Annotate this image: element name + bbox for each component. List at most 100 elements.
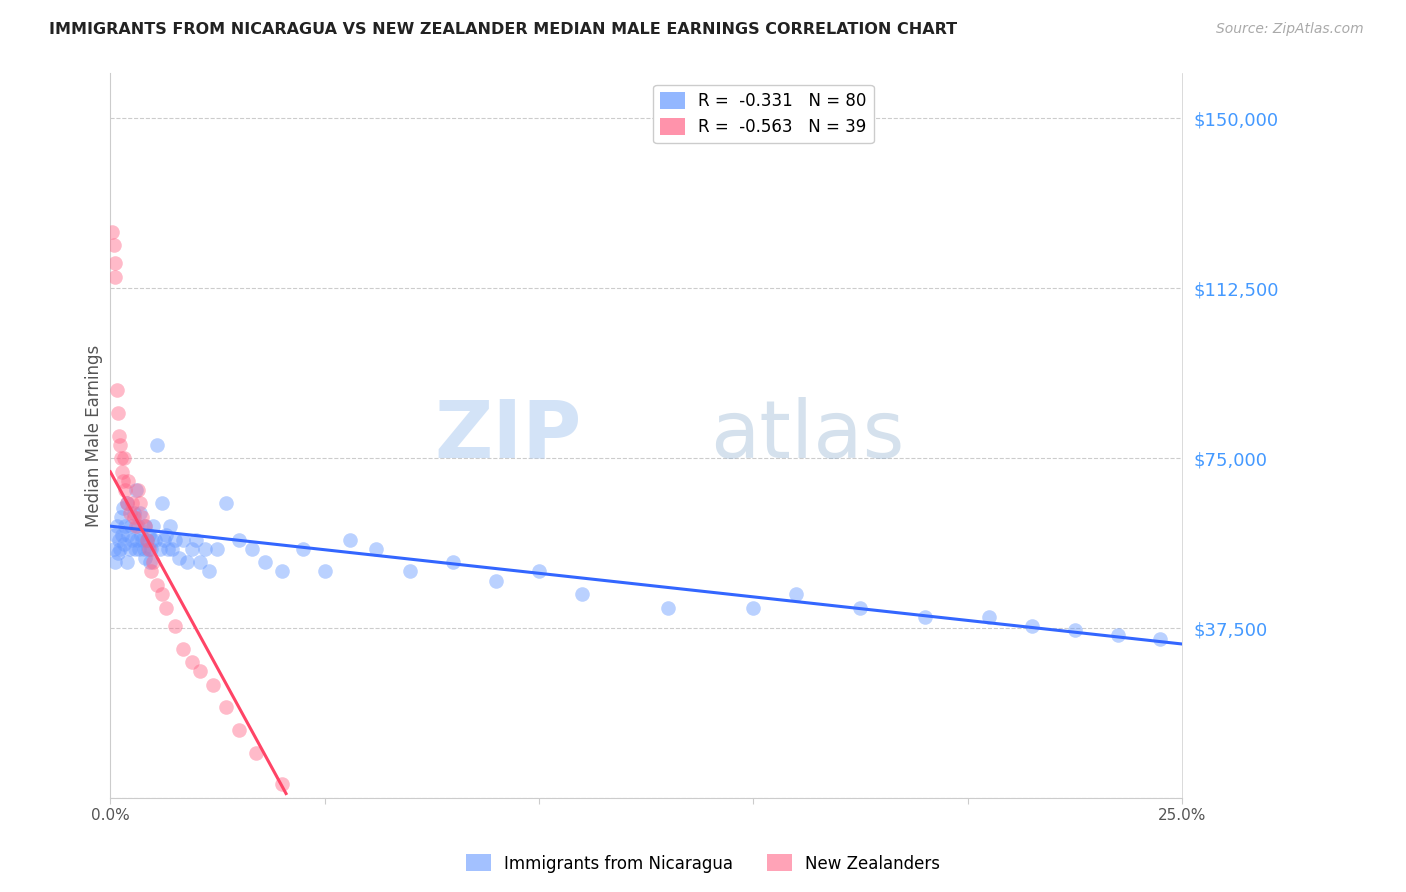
Point: [112, 501, 135, 516]
Point: [114, 483, 136, 497]
Point: [155, 600, 177, 615]
Point: [104, 269, 127, 284]
Text: atlas: atlas: [710, 397, 905, 475]
Point: [153, 533, 176, 547]
Point: [194, 541, 217, 556]
Point: [202, 678, 225, 692]
Point: [270, 565, 292, 579]
Point: [139, 541, 162, 556]
Point: [184, 533, 207, 547]
Point: [107, 406, 129, 420]
Point: [134, 550, 156, 565]
Point: [215, 496, 238, 510]
Point: [245, 746, 267, 760]
Point: [134, 519, 156, 533]
Point: [215, 700, 238, 714]
Point: [117, 528, 139, 542]
Point: [141, 533, 163, 547]
Point: [172, 533, 194, 547]
Point: [228, 723, 250, 737]
Point: [125, 483, 148, 497]
Point: [143, 533, 166, 547]
Point: [657, 600, 679, 615]
Point: [135, 533, 157, 547]
Point: [292, 541, 315, 556]
Point: [146, 578, 169, 592]
Point: [103, 238, 125, 252]
Point: [125, 533, 148, 547]
Point: [142, 519, 165, 533]
Point: [108, 437, 131, 451]
Point: [104, 556, 127, 570]
Point: [270, 777, 292, 791]
Point: [101, 225, 124, 239]
Point: [253, 556, 276, 570]
Point: [108, 533, 131, 547]
Point: [110, 510, 132, 524]
Point: [108, 541, 131, 556]
Point: [121, 496, 143, 510]
Point: [571, 587, 593, 601]
Point: [112, 537, 135, 551]
Point: [103, 541, 125, 556]
Point: [110, 451, 132, 466]
Point: [167, 550, 190, 565]
Point: [122, 506, 145, 520]
Point: [128, 541, 150, 556]
Point: [527, 565, 550, 579]
Point: [125, 519, 148, 533]
Point: [142, 556, 165, 570]
Point: [117, 496, 139, 510]
Point: [105, 519, 128, 533]
Point: [138, 528, 160, 542]
Point: [135, 533, 157, 547]
Point: [914, 609, 936, 624]
Point: [124, 541, 146, 556]
Point: [129, 506, 152, 520]
Point: [180, 655, 202, 669]
Point: [180, 541, 202, 556]
Point: [188, 556, 211, 570]
Point: [132, 541, 155, 556]
Point: [188, 664, 211, 678]
Point: [127, 483, 149, 497]
Point: [399, 565, 422, 579]
Point: [112, 451, 135, 466]
Point: [114, 519, 136, 533]
Point: [129, 528, 152, 542]
Point: [150, 587, 173, 601]
Point: [314, 565, 336, 579]
Point: [121, 533, 143, 547]
Point: [129, 496, 152, 510]
Point: [977, 609, 1000, 624]
Point: [138, 541, 160, 556]
Text: Source: ZipAtlas.com: Source: ZipAtlas.com: [1216, 22, 1364, 37]
Point: [131, 510, 153, 524]
Point: [118, 506, 141, 520]
Point: [108, 428, 131, 442]
Point: [485, 574, 508, 588]
Point: [157, 541, 180, 556]
Point: [159, 519, 181, 533]
Point: [139, 565, 162, 579]
Point: [364, 541, 387, 556]
Point: [134, 519, 156, 533]
Point: [240, 541, 263, 556]
Point: [1149, 632, 1171, 647]
Point: [103, 528, 125, 542]
Point: [163, 533, 186, 547]
Point: [105, 383, 128, 397]
Point: [131, 533, 153, 547]
Point: [172, 641, 194, 656]
Legend: R =  -0.331   N = 80, R =  -0.563   N = 39: R = -0.331 N = 80, R = -0.563 N = 39: [654, 85, 873, 143]
Point: [849, 600, 872, 615]
Point: [785, 587, 807, 601]
Point: [148, 541, 170, 556]
Point: [228, 533, 250, 547]
Point: [176, 556, 198, 570]
Text: IMMIGRANTS FROM NICARAGUA VS NEW ZEALANDER MEDIAN MALE EARNINGS CORRELATION CHAR: IMMIGRANTS FROM NICARAGUA VS NEW ZEALAND…: [49, 22, 957, 37]
Point: [441, 556, 464, 570]
Point: [115, 556, 138, 570]
Text: ZIP: ZIP: [434, 397, 582, 475]
Point: [111, 528, 134, 542]
